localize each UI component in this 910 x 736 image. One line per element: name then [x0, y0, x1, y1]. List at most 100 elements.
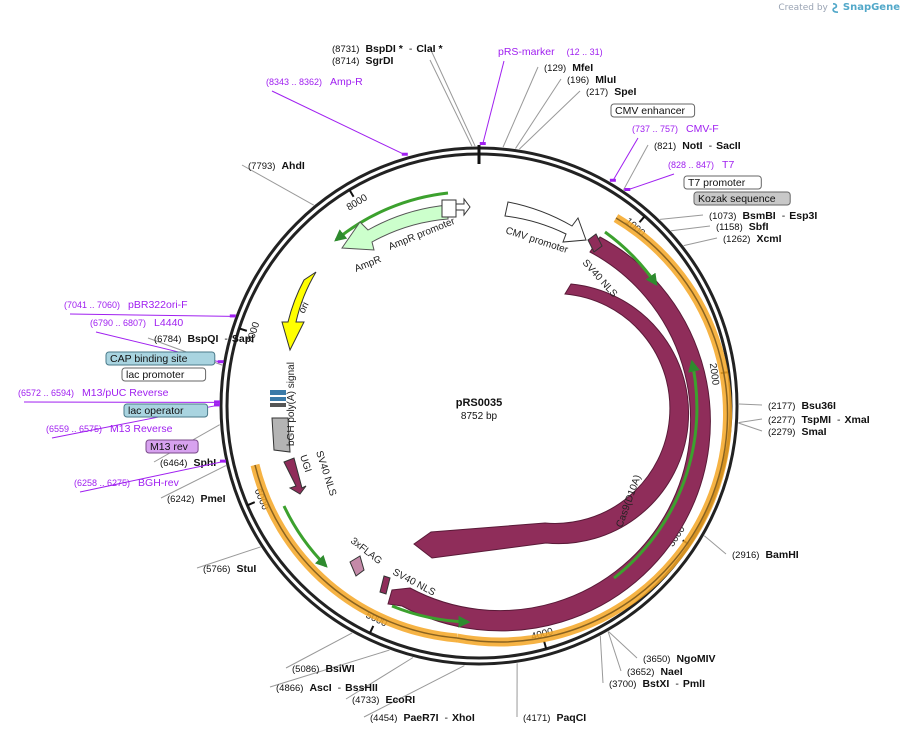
site-label: (2279) SmaI — [768, 426, 827, 438]
site-position: (4171) — [523, 713, 550, 724]
site-position: (8731) — [332, 44, 359, 55]
primer-t7[interactable]: (828 .. 847) T7 — [624, 159, 734, 192]
primer-ampr[interactable]: (8343 .. 8362) Amp-R — [266, 76, 408, 156]
site-ecori[interactable]: (4733) EcoRI — [345, 657, 415, 706]
site-tspmi[interactable]: (2277) TspMI - XmaI — [738, 414, 870, 426]
snapgene-logo-icon — [832, 2, 838, 13]
primer-bghrev[interactable]: (6258 .. 6275) BGH-rev — [74, 459, 226, 493]
primer-range: (6559 .. 6575) — [46, 424, 102, 434]
site-noti[interactable]: (821) NotI - SacII — [623, 140, 741, 191]
site-ngomiv[interactable]: (3650) NgoMIV — [608, 631, 716, 665]
feature-label-ampr: AmpR — [353, 254, 383, 275]
box-label-frame — [693, 191, 791, 206]
site-mfei[interactable]: (129) MfeI — [502, 62, 593, 148]
primer-mark — [217, 360, 224, 364]
site-position: (2177) — [768, 401, 795, 412]
site-leader-line — [671, 225, 711, 232]
green-orf-1 — [604, 230, 658, 286]
3xflag-feature — [349, 555, 365, 577]
site-name-2: BssHII — [345, 682, 378, 694]
site-leader-line — [160, 465, 227, 499]
site-name: SbfI — [749, 221, 769, 233]
site-leader-line — [196, 546, 261, 569]
site-label: (3652) NaeI — [627, 666, 683, 678]
primer-range: (8343 .. 8362) — [266, 77, 322, 87]
site-position: (6242) — [167, 494, 194, 505]
primer-name: BGH-rev — [138, 477, 180, 489]
primer-name: M13/pUC Reverse — [82, 387, 169, 399]
feature-label-sv40-nls-3: SV40 NLS — [313, 450, 338, 498]
site-pmei[interactable]: (6242) PmeI — [160, 465, 227, 505]
primer-m13pucreverse[interactable]: (6572 .. 6594) M13/pUC Reverse — [18, 387, 221, 404]
box-label-capbindingsite[interactable]: CAP binding site — [105, 351, 216, 366]
site-leader-line — [607, 631, 622, 672]
site-name: SgrDI — [365, 55, 393, 67]
site-bsmbi[interactable]: (1073) BsmBI - Esp3I — [660, 210, 817, 222]
site-name: BamHI — [765, 549, 798, 561]
site-sgrdi[interactable]: (8714) SgrDI — [332, 55, 473, 147]
site-asci[interactable]: (4866) AscI - BssHII — [269, 649, 390, 694]
boxed-feature-labels: CMV enhancer T7 promoter Kozak sequence CAP… — [105, 103, 791, 454]
box-label-t7promoter[interactable]: T7 promoter — [683, 175, 762, 190]
site-spei[interactable]: (217) SpeI — [518, 86, 636, 150]
green-orf-3 — [391, 604, 471, 628]
site-label: (6784) BspQI - SapI — [154, 333, 254, 345]
box-label-m13rev[interactable]: M13 rev — [145, 439, 199, 454]
site-separator: - — [675, 678, 679, 690]
watermark-brand: SnapGene — [842, 2, 900, 13]
site-name: SphI — [193, 457, 216, 469]
site-label: (4733) EcoRI — [352, 694, 415, 706]
site-name: BspDI * — [365, 43, 403, 55]
site-leader-line — [269, 649, 390, 688]
primer-range: (6258 .. 6275) — [74, 478, 130, 488]
site-bsiwi[interactable]: (5086) BsiWI — [285, 632, 355, 675]
box-label-kozaksequence[interactable]: Kozak sequence — [693, 191, 791, 206]
primer-range: (7041 .. 7060) — [64, 300, 120, 310]
primer-labels: pRS-marker (12 .. 31)(8343 .. 8362) Amp-R(… — [18, 46, 734, 493]
tick-label: 8000 — [345, 192, 370, 213]
site-bstxi[interactable]: (3700) BstXI - PmlI — [599, 635, 705, 690]
site-name: BstXI — [642, 678, 669, 690]
primer-mark — [609, 178, 616, 182]
site-name-2: Esp3I — [789, 210, 817, 222]
box-label-cmvenhancer[interactable]: CMV enhancer — [610, 103, 696, 118]
box-label-lacoperator[interactable]: lac operator — [123, 403, 209, 418]
primer-mark — [229, 314, 236, 318]
site-label: (8714) SgrDI — [332, 55, 394, 67]
site-position: (196) — [567, 75, 589, 86]
site-bsu36i[interactable]: (2177) Bsu36I — [738, 400, 836, 412]
box-label-lacpromoter[interactable]: lac promoter — [121, 367, 207, 382]
site-naei[interactable]: (3652) NaeI — [607, 631, 683, 678]
site-leader-line — [599, 635, 604, 684]
box-label-frame — [121, 367, 207, 382]
box-label-frame — [105, 351, 216, 366]
box-label-text: CAP binding site — [110, 353, 188, 365]
site-bamhi[interactable]: (2916) BamHI — [703, 535, 799, 561]
site-xcmi[interactable]: (1262) XcmI — [683, 233, 782, 247]
site-paer7i[interactable]: (4454) PaeR7I - XhoI — [363, 665, 475, 724]
sv40-nls-left-feature — [283, 457, 307, 495]
site-position: (2916) — [732, 550, 759, 561]
site-stui[interactable]: (5766) StuI — [196, 546, 261, 575]
site-label: (196) MluI — [567, 74, 616, 86]
site-smai[interactable]: (2279) SmaI — [738, 422, 827, 438]
primer-cmvf[interactable]: (737 .. 757) CMV-F — [609, 123, 719, 182]
site-name: BsmBI — [742, 210, 775, 222]
site-label: (6464) SphI — [160, 457, 216, 469]
site-ahdi[interactable]: (7793) AhdI — [241, 160, 315, 206]
site-mlui[interactable]: (196) MluI — [515, 74, 616, 149]
site-bspdi[interactable]: (8731) BspDI * - ClaI * — [332, 43, 476, 147]
watermark-prefix: Created by — [778, 2, 828, 13]
primer-pbr322orif[interactable]: (7041 .. 7060) pBR322ori-F — [64, 299, 236, 318]
primer-label: (828 .. 847) T7 — [668, 159, 734, 171]
site-label: (2277) TspMI - XmaI — [768, 414, 870, 426]
site-name: TspMI — [801, 414, 831, 426]
primer-prsmarker[interactable]: pRS-marker (12 .. 31) — [479, 46, 603, 146]
site-sbfi[interactable]: (1158) SbfI — [671, 221, 769, 233]
site-leader-line — [608, 631, 638, 659]
site-paqci[interactable]: (4171) PaqCI — [516, 663, 586, 724]
site-label: (4171) PaqCI — [523, 712, 586, 724]
tick-mark — [638, 215, 646, 223]
primer-label: (6790 .. 6807) L4440 — [90, 317, 183, 329]
site-leader-line — [660, 214, 704, 220]
